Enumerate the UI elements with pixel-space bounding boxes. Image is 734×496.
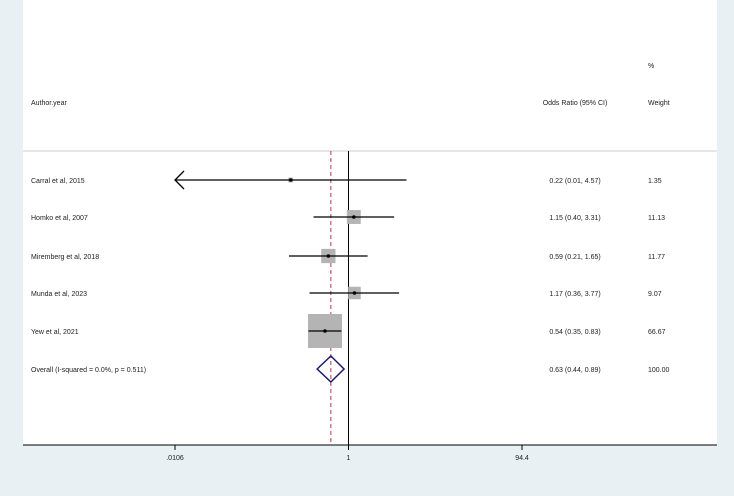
point-estimate [323, 329, 327, 333]
study-effect-text: 0.59 (0.21, 1.65) [549, 254, 600, 261]
study-row: Miremberg et al, 2018 0.59 (0.21, 1.65) 11… [31, 248, 665, 264]
x-tick-label: 1 [347, 455, 351, 462]
study-weight: 9.07 [648, 291, 662, 298]
study-row: Carral et al, 2015 0.22 (0.01, 4.57) 1.35 [31, 170, 662, 190]
overall-diamond [316, 354, 346, 384]
study-weight: 11.77 [648, 254, 665, 261]
study-effect-text: 0.22 (0.01, 4.57) [549, 178, 600, 185]
study-effect-text: 1.17 (0.36, 3.77) [549, 291, 600, 298]
overall-weight: 100.00 [648, 367, 670, 374]
study-label: Yew et al, 2021 [31, 329, 79, 336]
study-weight: 1.35 [648, 178, 662, 185]
study-row: Yew et al, 2021 0.54 (0.35, 0.83) 66.67 [31, 314, 666, 348]
x-tick-label: 94.4 [515, 455, 529, 462]
header-effect: Odds Ratio (95% CI) [543, 100, 608, 107]
header-weight: Weight [648, 100, 670, 107]
study-label: Homko et al, 2007 [31, 215, 88, 222]
study-weight: 11.13 [648, 215, 665, 222]
header-study: Author.year [31, 100, 67, 107]
study-label: Miremberg et al, 2018 [31, 254, 99, 261]
point-estimate [352, 215, 356, 219]
overall-row: Overall (I-squared = 0.0%, p = 0.511) 0.6… [31, 354, 670, 384]
point-estimate [326, 254, 331, 258]
ci-arrow-icon [174, 170, 185, 190]
point-estimate [352, 291, 357, 295]
study-row: Homko et al, 2007 1.15 (0.40, 3.31) 11.13 [31, 210, 665, 224]
study-label: Munda et al, 2023 [31, 291, 87, 298]
point-estimate [288, 178, 293, 182]
study-effect-text: 0.54 (0.35, 0.83) [549, 329, 600, 336]
study-effect-text: 1.15 (0.40, 3.31) [549, 215, 600, 222]
overall-label: Overall (I-squared = 0.0%, p = 0.511) [31, 367, 146, 374]
header-weight-top: % [648, 63, 654, 70]
study-weight: 66.67 [648, 329, 666, 336]
plot-panel [23, 0, 717, 445]
study-label: Carral et al, 2015 [31, 178, 85, 185]
overall-effect-text: 0.63 (0.44, 0.89) [549, 367, 600, 374]
x-tick-label: .0106 [166, 455, 184, 462]
study-row: Munda et al, 2023 1.17 (0.36, 3.77) 9.07 [31, 286, 662, 300]
